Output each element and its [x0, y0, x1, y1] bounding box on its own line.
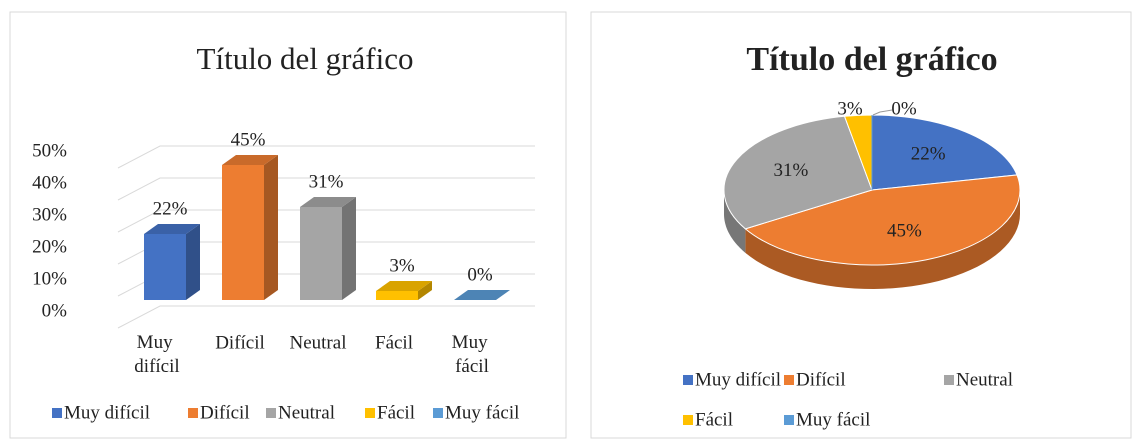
- legend-swatch: [683, 415, 693, 425]
- legend-label: Neutral: [956, 369, 1013, 390]
- bar-side: [264, 155, 278, 300]
- panel: [9, 11, 567, 439]
- x-tick-label-line: fácil: [455, 356, 489, 377]
- pie-slice: [871, 114, 1018, 191]
- y-tick-label: 30%: [32, 204, 67, 225]
- x-tick-label: Muy difícil: [134, 332, 179, 377]
- legend-swatch: [784, 415, 794, 425]
- bar-side: [418, 281, 432, 300]
- legend-label: Muy difícil: [695, 369, 781, 390]
- grid-line: [117, 305, 535, 329]
- x-tick-label: Difícil: [215, 332, 265, 353]
- data-label: 45%: [887, 220, 922, 241]
- chart-title: Título del gráfico: [197, 41, 414, 76]
- y-tick-label: 40%: [32, 172, 67, 193]
- x-tick-label-line: Muy: [452, 332, 493, 353]
- legend-swatch: [188, 408, 198, 418]
- bar-front: [376, 291, 418, 300]
- data-label: 3%: [837, 98, 863, 119]
- bar-front: [144, 234, 186, 300]
- x-tick-label: Muy fácil: [452, 332, 493, 377]
- legend-swatch: [784, 375, 794, 385]
- bar-top: [144, 224, 200, 234]
- legend-label: Fácil: [377, 402, 415, 423]
- bar: [144, 224, 200, 300]
- legend-label: Difícil: [796, 369, 846, 390]
- data-label: 31%: [309, 171, 344, 192]
- bar-top: [300, 197, 356, 207]
- legend-swatch: [683, 375, 693, 385]
- x-tick-label-line: difícil: [134, 356, 179, 377]
- legend-swatch: [944, 375, 954, 385]
- data-label: 0%: [467, 264, 493, 285]
- legend-swatch: [52, 408, 62, 418]
- grid-line: [117, 209, 535, 233]
- bar-side: [342, 197, 356, 300]
- legend-label: Muy fácil: [445, 402, 519, 423]
- data-label: 22%: [153, 198, 188, 219]
- x-tick-label: Fácil: [375, 332, 413, 353]
- legend-swatch: [433, 408, 443, 418]
- y-tick-label: 10%: [32, 268, 67, 289]
- legend-label: Muy difícil: [64, 402, 150, 423]
- data-label: 31%: [774, 160, 809, 181]
- pie-side: [724, 190, 746, 253]
- bar: [222, 155, 278, 300]
- bar-side: [186, 224, 200, 300]
- data-label: 0%: [891, 98, 917, 119]
- y-tick-label: 20%: [32, 236, 67, 257]
- chart-title: Título del gráfico: [746, 41, 997, 78]
- bar: [454, 290, 510, 300]
- data-label: 22%: [911, 143, 946, 164]
- bar-front: [222, 165, 264, 300]
- pie-slice: [723, 115, 873, 230]
- legend-label: Neutral: [278, 402, 335, 423]
- bar-front: [300, 207, 342, 300]
- data-label: 3%: [389, 255, 415, 276]
- leader-line: [872, 109, 893, 116]
- legend-swatch: [266, 408, 276, 418]
- bar-top: [376, 281, 432, 291]
- x-tick-label: Neutral: [290, 332, 347, 353]
- y-tick-label: 50%: [32, 140, 67, 161]
- bar-top: [222, 155, 278, 165]
- data-label: 45%: [231, 129, 266, 150]
- legend-label: Fácil: [695, 409, 733, 430]
- bar: [300, 197, 356, 300]
- legend-label: Difícil: [200, 402, 250, 423]
- pie-side: [745, 190, 1020, 289]
- legend-swatch: [365, 408, 375, 418]
- grid-line: [117, 177, 535, 201]
- bar: [376, 281, 432, 300]
- x-tick-label-line: Muy: [137, 332, 178, 353]
- y-tick-label: 0%: [42, 300, 68, 321]
- grid-line: [117, 145, 535, 169]
- legend-label: Muy fácil: [796, 409, 870, 430]
- pie-slice: [744, 174, 1021, 266]
- bar-top: [454, 290, 510, 300]
